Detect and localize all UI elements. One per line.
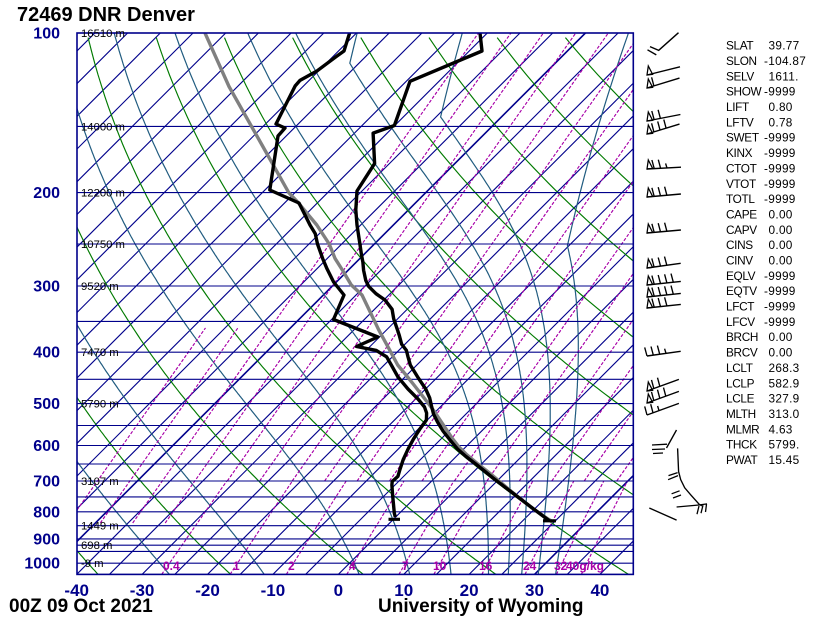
svg-text:LFCV: LFCV xyxy=(726,315,755,329)
svg-text:CAPV: CAPV xyxy=(726,223,757,237)
svg-text:-30: -30 xyxy=(130,581,155,600)
svg-text:10: 10 xyxy=(433,559,447,573)
svg-text:-9 m: -9 m xyxy=(81,558,104,570)
svg-text:20: 20 xyxy=(460,581,479,600)
svg-text:24: 24 xyxy=(523,559,537,573)
svg-text:1000: 1000 xyxy=(24,556,60,573)
svg-text:LIFT: LIFT xyxy=(726,100,749,114)
svg-text:0.00: 0.00 xyxy=(769,238,793,252)
svg-text:SHOW: SHOW xyxy=(726,85,763,99)
svg-text:LCLP: LCLP xyxy=(726,376,755,390)
svg-text:SWET: SWET xyxy=(726,131,759,145)
svg-text:VTOT: VTOT xyxy=(726,177,756,191)
svg-text:400: 400 xyxy=(33,345,60,362)
svg-text:15.45: 15.45 xyxy=(769,453,800,467)
svg-text:16: 16 xyxy=(479,559,493,573)
svg-text:EQTV: EQTV xyxy=(726,284,757,298)
svg-text:100: 100 xyxy=(33,26,60,43)
svg-text:TOTL: TOTL xyxy=(726,192,755,206)
svg-text:39.77: 39.77 xyxy=(769,39,800,53)
svg-text:582.9: 582.9 xyxy=(769,376,800,390)
svg-text:-9999: -9999 xyxy=(764,284,796,298)
svg-text:-9999: -9999 xyxy=(764,131,796,145)
svg-text:14000 m: 14000 m xyxy=(81,121,125,133)
svg-text:0.78: 0.78 xyxy=(769,115,793,129)
svg-text:-104.87: -104.87 xyxy=(764,54,806,68)
svg-text:-20: -20 xyxy=(195,581,220,600)
svg-text:0: 0 xyxy=(334,581,343,600)
svg-text:700: 700 xyxy=(33,474,60,491)
svg-text:200: 200 xyxy=(33,185,60,202)
svg-text:0.00: 0.00 xyxy=(769,223,793,237)
svg-text:313.0: 313.0 xyxy=(769,407,800,421)
svg-text:16510 m: 16510 m xyxy=(81,28,125,40)
svg-text:40: 40 xyxy=(590,581,609,600)
svg-text:5790 m: 5790 m xyxy=(81,399,119,411)
svg-text:0.00: 0.00 xyxy=(769,207,793,221)
svg-text:-9999: -9999 xyxy=(764,85,796,99)
svg-text:10750 m: 10750 m xyxy=(81,239,125,251)
svg-text:4.63: 4.63 xyxy=(769,422,793,436)
svg-text:0.00: 0.00 xyxy=(769,330,793,344)
svg-text:9520 m: 9520 m xyxy=(81,281,119,293)
svg-text:1449 m: 1449 m xyxy=(81,521,119,533)
svg-text:-9999: -9999 xyxy=(764,161,796,175)
svg-text:-9999: -9999 xyxy=(764,315,796,329)
svg-text:LFCT: LFCT xyxy=(726,300,754,314)
svg-text:268.3: 268.3 xyxy=(769,361,800,375)
svg-text:7470 m: 7470 m xyxy=(81,347,119,359)
svg-text:-9999: -9999 xyxy=(764,300,796,314)
svg-text:-10: -10 xyxy=(261,581,286,600)
svg-text:-9999: -9999 xyxy=(764,192,796,206)
svg-text:-40: -40 xyxy=(64,581,89,600)
svg-text:-9999: -9999 xyxy=(764,177,796,191)
svg-text:0.4: 0.4 xyxy=(163,559,180,573)
svg-text:KINX: KINX xyxy=(726,146,753,160)
svg-text:300: 300 xyxy=(33,279,60,296)
svg-text:7: 7 xyxy=(402,559,409,573)
svg-text:500: 500 xyxy=(33,396,60,413)
svg-text:0.00: 0.00 xyxy=(769,346,793,360)
svg-text:-9999: -9999 xyxy=(764,269,796,283)
svg-text:1611.: 1611. xyxy=(769,69,799,83)
svg-text:CTOT: CTOT xyxy=(726,161,757,175)
svg-text:LCLE: LCLE xyxy=(726,392,755,406)
svg-text:12200 m: 12200 m xyxy=(81,188,125,200)
svg-text:SELV: SELV xyxy=(726,69,754,83)
svg-text:THCK: THCK xyxy=(726,438,757,452)
svg-text:1: 1 xyxy=(233,559,240,573)
svg-text:CINV: CINV xyxy=(726,254,753,268)
svg-text:LCLT: LCLT xyxy=(726,361,753,375)
svg-text:University of Wyoming: University of Wyoming xyxy=(378,596,584,617)
svg-text:MLTH: MLTH xyxy=(726,407,756,421)
svg-text:PWAT: PWAT xyxy=(726,453,758,467)
svg-text:32: 32 xyxy=(554,559,568,573)
svg-text:10: 10 xyxy=(394,581,413,600)
svg-text:900: 900 xyxy=(33,531,60,548)
svg-text:EQLV: EQLV xyxy=(726,269,756,283)
svg-text:3107 m: 3107 m xyxy=(81,476,119,488)
svg-text:BRCH: BRCH xyxy=(726,330,758,344)
svg-text:CAPE: CAPE xyxy=(726,207,757,221)
svg-text:MLMR: MLMR xyxy=(726,422,759,436)
svg-text:2: 2 xyxy=(288,559,295,573)
svg-text:5799.: 5799. xyxy=(769,438,800,452)
svg-text:327.9: 327.9 xyxy=(769,392,800,406)
svg-text:00Z 09 Oct 2021: 00Z 09 Oct 2021 xyxy=(9,596,153,617)
svg-text:LFTV: LFTV xyxy=(726,115,754,129)
svg-text:BRCV: BRCV xyxy=(726,346,758,360)
svg-text:40g/kg: 40g/kg xyxy=(566,559,604,573)
svg-text:-9999: -9999 xyxy=(764,146,796,160)
svg-text:72469 DNR Denver: 72469 DNR Denver xyxy=(17,4,195,26)
svg-text:600: 600 xyxy=(33,438,60,455)
svg-text:SLON: SLON xyxy=(726,54,757,68)
svg-text:0.00: 0.00 xyxy=(769,254,793,268)
svg-text:CINS: CINS xyxy=(726,238,753,252)
svg-text:698 m: 698 m xyxy=(81,540,112,552)
svg-text:0.80: 0.80 xyxy=(769,100,793,114)
svg-text:4: 4 xyxy=(349,559,356,573)
svg-text:30: 30 xyxy=(525,581,544,600)
svg-text:SLAT: SLAT xyxy=(726,39,753,53)
svg-text:800: 800 xyxy=(33,504,60,521)
